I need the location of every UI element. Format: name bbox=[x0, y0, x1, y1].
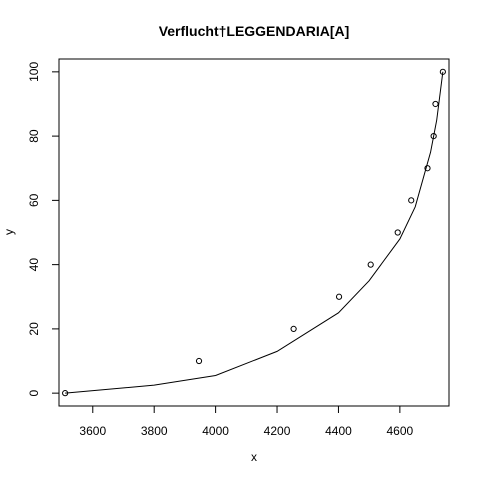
y-tick-label: 20 bbox=[27, 322, 41, 336]
y-axis: 0 20 40 60 80 100 bbox=[27, 62, 59, 396]
data-point bbox=[424, 165, 431, 172]
plot-frame bbox=[58, 58, 450, 407]
x-axis: 3600 3800 4000 4200 4400 4600 bbox=[79, 406, 414, 438]
y-tick-label: 40 bbox=[27, 258, 41, 272]
x-tick-label: 3800 bbox=[141, 424, 168, 438]
data-point bbox=[195, 357, 203, 365]
data-point bbox=[432, 100, 439, 108]
x-tick-label: 4400 bbox=[325, 424, 352, 438]
x-tick-label: 4000 bbox=[202, 424, 229, 438]
y-tick-label: 0 bbox=[27, 389, 41, 396]
x-tick-label: 3600 bbox=[79, 424, 106, 438]
x-axis-label: x bbox=[251, 450, 257, 464]
x-tick-label: 4200 bbox=[264, 424, 291, 438]
data-point bbox=[408, 197, 415, 204]
fitted-curve-layer bbox=[65, 71, 444, 394]
fitted-curve-line bbox=[65, 71, 444, 394]
data-point bbox=[394, 229, 401, 236]
x-tick-label: 4600 bbox=[387, 424, 414, 438]
data-point bbox=[62, 390, 69, 397]
data-point bbox=[335, 293, 343, 300]
y-tick-label: 60 bbox=[27, 193, 41, 207]
y-tick-label: 100 bbox=[27, 62, 41, 82]
data-point bbox=[290, 325, 297, 332]
y-tick-label: 80 bbox=[27, 129, 41, 143]
data-point bbox=[430, 133, 437, 140]
data-point bbox=[439, 68, 446, 75]
y-axis-label: y bbox=[2, 229, 16, 235]
data-points-layer bbox=[62, 68, 446, 397]
data-point bbox=[367, 261, 374, 268]
chart-title: Verflucht†LEGGENDARIA[A] bbox=[159, 23, 350, 39]
